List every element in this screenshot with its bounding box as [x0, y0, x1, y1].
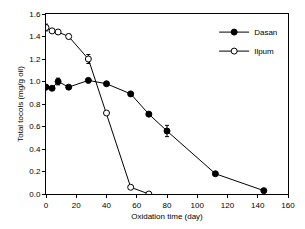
svg-text:0.8: 0.8 [29, 100, 41, 109]
svg-text:80: 80 [163, 201, 172, 210]
svg-text:0.4: 0.4 [29, 145, 41, 154]
svg-text:140: 140 [251, 201, 265, 210]
svg-text:20: 20 [72, 201, 81, 210]
svg-text:0: 0 [44, 201, 49, 210]
svg-text:0.2: 0.2 [29, 167, 41, 176]
svg-text:Oxidation time (day): Oxidation time (day) [131, 212, 203, 221]
svg-text:1.4: 1.4 [29, 32, 41, 41]
svg-text:0.6: 0.6 [29, 122, 41, 131]
svg-text:Ilpum: Ilpum [254, 47, 274, 56]
svg-text:40: 40 [102, 201, 111, 210]
svg-text:0.0: 0.0 [29, 190, 41, 199]
svg-text:1.2: 1.2 [29, 55, 41, 64]
svg-text:Dasan: Dasan [254, 28, 277, 37]
svg-text:1.0: 1.0 [29, 77, 41, 86]
svg-text:60: 60 [132, 201, 141, 210]
svg-text:120: 120 [221, 201, 235, 210]
svg-text:160: 160 [281, 201, 295, 210]
svg-text:1.6: 1.6 [29, 10, 41, 19]
svg-text:100: 100 [191, 201, 205, 210]
svg-text:Total tocols (mg/g oil): Total tocols (mg/g oil) [16, 66, 25, 142]
